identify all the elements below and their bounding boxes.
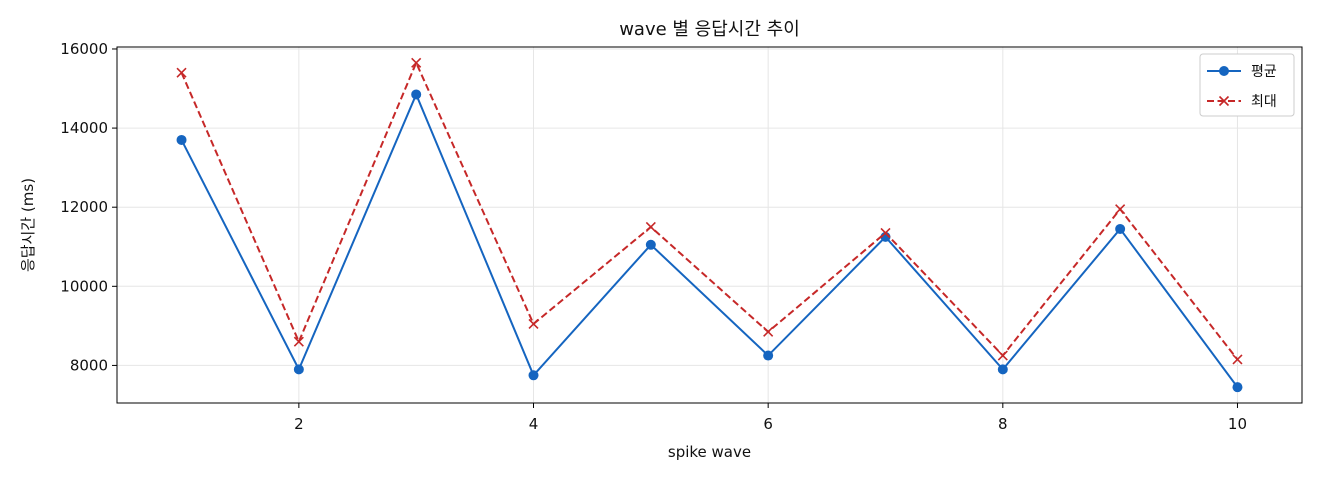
legend-marker [1218,95,1230,107]
y-tick-label: 8000 [70,356,108,374]
legend-marker [1219,66,1229,76]
data-point [763,326,774,337]
grid-layer [117,47,1302,403]
data-point [176,134,187,145]
data-point [411,57,422,68]
x-tick-label: 4 [529,415,539,433]
series-line [180,60,1239,361]
data-point [880,227,891,238]
chart-title: wave 별 응답시간 추이 [619,19,800,40]
plot-frame [116,46,1303,404]
data-point [1115,204,1126,215]
series-layer [176,57,1243,393]
data-point [176,67,187,78]
data-point [411,89,422,100]
data-point [997,364,1008,375]
legend-item: 평균 [1207,64,1277,80]
data-point [293,364,304,375]
y-tick-label: 12000 [60,198,108,216]
tick-layer: 2 4 6 8 10 8000 10000 12000 14000 16000 [60,40,1247,433]
y-axis-title: 응답시간 (ms) [19,178,37,272]
data-point [528,318,539,329]
data-point [645,239,656,250]
y-tick-label: 16000 [60,40,108,58]
x-tick-label: 2 [294,415,304,433]
data-point [1232,354,1243,365]
data-point [997,350,1008,361]
x-tick-label: 8 [998,415,1008,433]
series-1 [176,89,1243,393]
data-point [645,221,656,233]
x-tick-label: 6 [763,415,773,433]
y-tick-label: 14000 [60,119,108,137]
series-line [180,91,1239,388]
data-point [763,350,774,361]
legend-label: 평균 [1251,64,1277,80]
legend-box [1199,53,1295,117]
y-tick-label: 10000 [60,277,108,295]
data-point [293,336,304,347]
legend-label: 최대 [1251,94,1277,110]
series-2 [176,57,1243,365]
data-point [528,370,539,381]
x-axis-title: spike wave [668,443,751,461]
data-point [1232,382,1243,393]
legend-item: 최대 [1207,94,1277,110]
x-tick-label: 10 [1228,415,1247,433]
data-point [1115,223,1126,234]
